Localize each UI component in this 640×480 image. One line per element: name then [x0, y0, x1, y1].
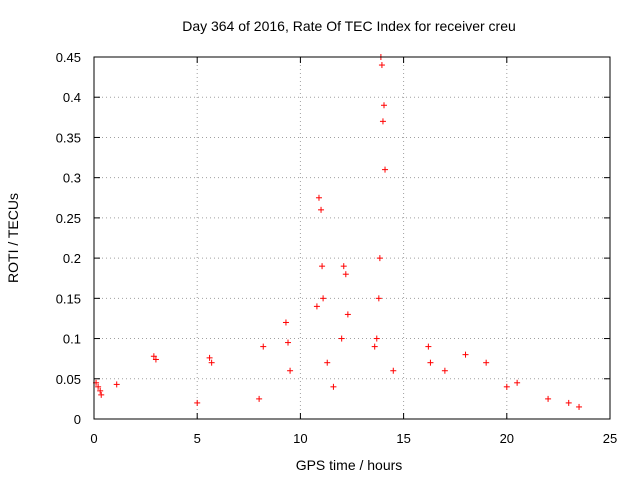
data-point: [576, 403, 583, 410]
data-point: [373, 335, 380, 342]
data-point: [483, 359, 490, 366]
data-point: [380, 102, 387, 109]
data-point: [545, 395, 552, 402]
data-point: [287, 367, 294, 374]
data-point: [97, 387, 104, 394]
data-point: [390, 367, 397, 374]
grid-layer: [94, 57, 610, 419]
data-point: [152, 356, 159, 363]
x-tick-label: 0: [90, 431, 97, 446]
data-point: [206, 354, 213, 361]
y-tick-label: 0.3: [63, 171, 81, 186]
x-tick-label: 20: [500, 431, 514, 446]
y-axis-label: ROTI / TECUs: [5, 193, 21, 283]
data-point: [324, 359, 331, 366]
y-tick-label: 0.25: [56, 211, 81, 226]
data-point: [319, 263, 326, 270]
data-point: [503, 383, 510, 390]
data-point: [282, 319, 289, 326]
data-point: [514, 379, 521, 386]
data-point: [113, 381, 120, 388]
data-point: [260, 343, 267, 350]
data-point: [318, 206, 325, 213]
axis-ticks: 0 5 10 15 20 25 0 0.05 0.1 0.15 0.2 0.25 0.3 0.35 0.4 0…: [56, 50, 618, 446]
chart-title: Day 364 of 2016, Rate Of TEC Index for r…: [182, 18, 516, 34]
data-point: [376, 255, 383, 262]
y-tick-label: 0.35: [56, 130, 81, 145]
data-point: [194, 399, 201, 406]
x-tick-label: 10: [293, 431, 307, 446]
data-point: [441, 367, 448, 374]
x-axis-label: GPS time / hours: [296, 457, 403, 473]
y-tick-label: 0.45: [56, 50, 81, 65]
data-point: [338, 335, 345, 342]
data-point: [95, 383, 102, 390]
y-tick-label: 0.15: [56, 291, 81, 306]
data-point: [462, 351, 469, 358]
data-point: [379, 118, 386, 125]
data-point: [285, 339, 292, 346]
data-point: [378, 62, 385, 69]
data-point: [256, 395, 263, 402]
x-tick-label: 15: [396, 431, 410, 446]
data-point: [342, 271, 349, 278]
data-point: [340, 263, 347, 270]
data-point: [150, 353, 157, 360]
y-tick-label: 0.4: [63, 90, 81, 105]
data-point: [320, 295, 327, 302]
data-point: [315, 194, 322, 201]
data-point: [371, 343, 378, 350]
data-point: [313, 303, 320, 310]
data-point: [565, 399, 572, 406]
data-point: [427, 359, 434, 366]
y-tick-label: 0: [74, 412, 81, 427]
y-tick-label: 0.05: [56, 372, 81, 387]
data-point: [382, 166, 389, 173]
x-tick-label: 5: [194, 431, 201, 446]
data-point: [98, 391, 105, 398]
y-tick-label: 0.2: [63, 251, 81, 266]
data-point: [330, 383, 337, 390]
data-point: [425, 343, 432, 350]
data-point: [208, 359, 215, 366]
plot-frame: [93, 56, 611, 420]
data-points: [93, 54, 583, 410]
data-point: [375, 295, 382, 302]
data-point: [344, 311, 351, 318]
y-tick-label: 0.1: [63, 332, 81, 347]
x-tick-label: 25: [603, 431, 617, 446]
